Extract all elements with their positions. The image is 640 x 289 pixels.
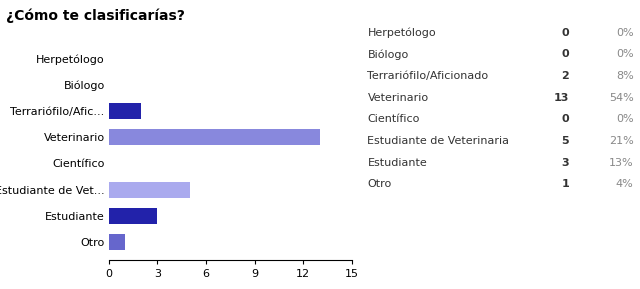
Text: 0: 0 <box>561 49 569 60</box>
Text: 3: 3 <box>561 158 569 168</box>
Text: 0%: 0% <box>616 49 634 60</box>
Text: 0%: 0% <box>616 28 634 38</box>
Bar <box>109 103 141 119</box>
Bar <box>109 129 319 145</box>
Text: Terrariófilo/Aficionado: Terrariófilo/Aficionado <box>367 71 488 81</box>
Text: Estudiante: Estudiante <box>367 158 428 168</box>
Text: Biólogo: Biólogo <box>367 49 409 60</box>
Bar <box>109 208 157 224</box>
Text: 0: 0 <box>561 28 569 38</box>
Text: ¿Cómo te clasificarías?: ¿Cómo te clasificarías? <box>6 9 185 23</box>
Text: 54%: 54% <box>609 93 634 103</box>
Text: 13: 13 <box>554 93 569 103</box>
Bar <box>109 234 125 250</box>
Bar <box>109 182 190 198</box>
Text: 0%: 0% <box>616 114 634 124</box>
Text: 21%: 21% <box>609 136 634 146</box>
Text: Veterinario: Veterinario <box>367 93 429 103</box>
Text: 2: 2 <box>561 71 569 81</box>
Text: Herpetólogo: Herpetólogo <box>367 28 436 38</box>
Text: 5: 5 <box>561 136 569 146</box>
Text: Otro: Otro <box>367 179 392 189</box>
Text: 0: 0 <box>561 114 569 124</box>
Text: 8%: 8% <box>616 71 634 81</box>
Text: 4%: 4% <box>616 179 634 189</box>
Text: 1: 1 <box>561 179 569 189</box>
Text: Científico: Científico <box>367 114 420 124</box>
Text: 13%: 13% <box>609 158 634 168</box>
Text: Estudiante de Veterinaria: Estudiante de Veterinaria <box>367 136 509 146</box>
